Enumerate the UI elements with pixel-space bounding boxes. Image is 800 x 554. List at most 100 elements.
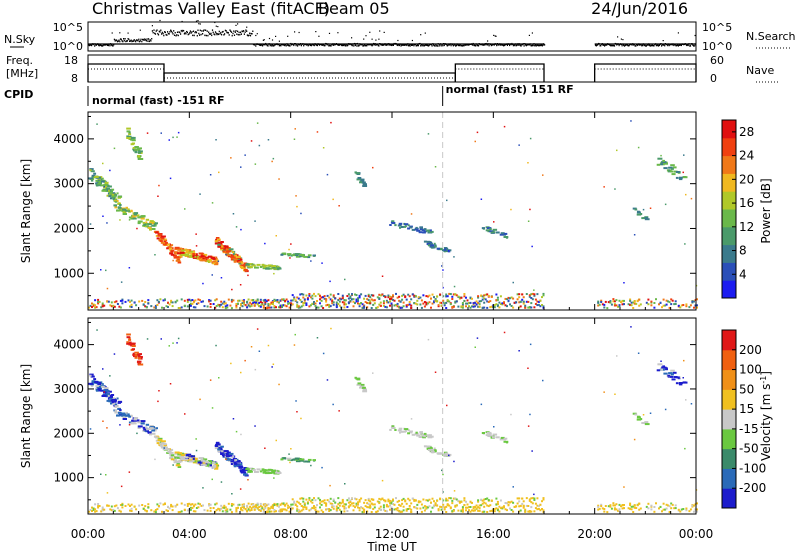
velocity-cell — [220, 445, 224, 448]
nsky-point — [420, 45, 422, 47]
nsky-point — [337, 44, 339, 46]
velocity-cell — [530, 497, 533, 500]
velocity-cell — [475, 504, 478, 507]
velocity-cell — [275, 503, 277, 506]
velocity-cell — [113, 505, 116, 508]
velocity-cell — [650, 504, 653, 507]
velocity-cell — [226, 453, 231, 455]
power-cell — [113, 305, 116, 308]
velocity-cell — [670, 373, 674, 376]
velocity-cell — [238, 465, 243, 468]
velocity-cell — [133, 418, 138, 421]
velocity-cell — [99, 383, 104, 386]
nsky-point — [534, 44, 536, 47]
velocity-cell — [357, 501, 359, 504]
nsky-point — [236, 33, 238, 35]
nsky-point — [544, 44, 546, 46]
velocity-cell — [379, 498, 382, 501]
power-cell — [128, 267, 131, 269]
nsky-point — [125, 40, 127, 43]
power-cell — [452, 305, 455, 308]
power-cell — [430, 297, 432, 300]
velocity-cell — [367, 506, 370, 509]
power-cell — [389, 298, 391, 300]
power-cell — [496, 305, 499, 308]
velocity-cell — [112, 403, 115, 406]
power-cell — [679, 306, 682, 309]
velocity-cell — [118, 413, 124, 416]
power-cell — [177, 261, 182, 264]
nsky-point — [102, 44, 104, 47]
power-cell — [89, 168, 94, 171]
velocity-cell — [422, 506, 425, 509]
velocity-cell — [457, 499, 460, 502]
velocity-cell — [382, 504, 385, 507]
power-cell — [360, 302, 363, 304]
power-cell — [273, 305, 276, 307]
velocity-cell — [109, 375, 111, 377]
power-cell — [221, 302, 224, 305]
nsky-point — [528, 44, 530, 46]
nsky-point — [173, 30, 175, 32]
nsky-point — [430, 43, 432, 46]
power-cell — [329, 305, 332, 308]
velocity-cell — [131, 420, 136, 423]
nsky-point — [338, 44, 340, 46]
velocity-cell — [290, 507, 293, 510]
velocity-cell — [293, 501, 296, 504]
power-cell — [643, 217, 649, 219]
velocity-cell — [270, 510, 273, 513]
nsky-point — [242, 30, 244, 33]
velocity-cell — [423, 509, 426, 512]
velocity-cell — [200, 459, 205, 462]
velocity-cell — [398, 427, 403, 430]
nsky-point — [539, 44, 541, 47]
velocity-cell — [192, 505, 195, 508]
velocity-cell — [230, 362, 232, 365]
velocity-colorbar-swatch — [722, 409, 736, 430]
power-cell — [337, 299, 340, 301]
power-cell — [296, 205, 298, 208]
velocity-cell — [153, 427, 158, 430]
velocity-cell — [668, 372, 673, 375]
nsky-point — [100, 44, 102, 46]
velocity-cell — [419, 500, 422, 503]
power-cell — [243, 300, 245, 303]
velocity-cell — [396, 509, 399, 512]
velocity-cell — [295, 460, 301, 463]
power-cell — [314, 302, 317, 305]
nsky-point — [166, 34, 168, 36]
power-cell — [208, 261, 211, 263]
velocity-cell — [208, 465, 211, 468]
nsky-point — [183, 30, 185, 32]
velocity-cell — [211, 478, 213, 481]
power-cell — [364, 294, 367, 297]
velocity-cell — [499, 507, 502, 510]
nsky-point — [623, 44, 625, 46]
velocity-cell — [221, 510, 224, 513]
power-colorbar-swatch — [722, 191, 736, 210]
nsky-point — [523, 45, 525, 47]
velocity-cell — [279, 503, 282, 506]
x-tick-label: 00:00 — [71, 527, 106, 541]
power-cell — [404, 295, 407, 298]
nsearch-point — [424, 32, 426, 34]
velocity-cell — [114, 399, 117, 402]
power-cell — [94, 175, 99, 178]
velocity-cell — [382, 506, 385, 509]
nsky-point — [111, 44, 113, 47]
velocity-cell — [144, 509, 147, 512]
power-cell — [295, 255, 301, 258]
power-cell — [484, 298, 487, 301]
nsearch-point — [151, 25, 153, 27]
nsky-point — [266, 44, 268, 47]
power-cell — [178, 247, 182, 250]
power-cell — [116, 192, 119, 195]
power-cell — [461, 302, 464, 304]
velocity-cell — [658, 507, 660, 510]
power-cell — [137, 151, 141, 154]
power-cell — [427, 302, 429, 305]
velocity-cell — [664, 368, 668, 371]
velocity-cell — [101, 509, 104, 512]
velocity-cell — [145, 428, 148, 431]
